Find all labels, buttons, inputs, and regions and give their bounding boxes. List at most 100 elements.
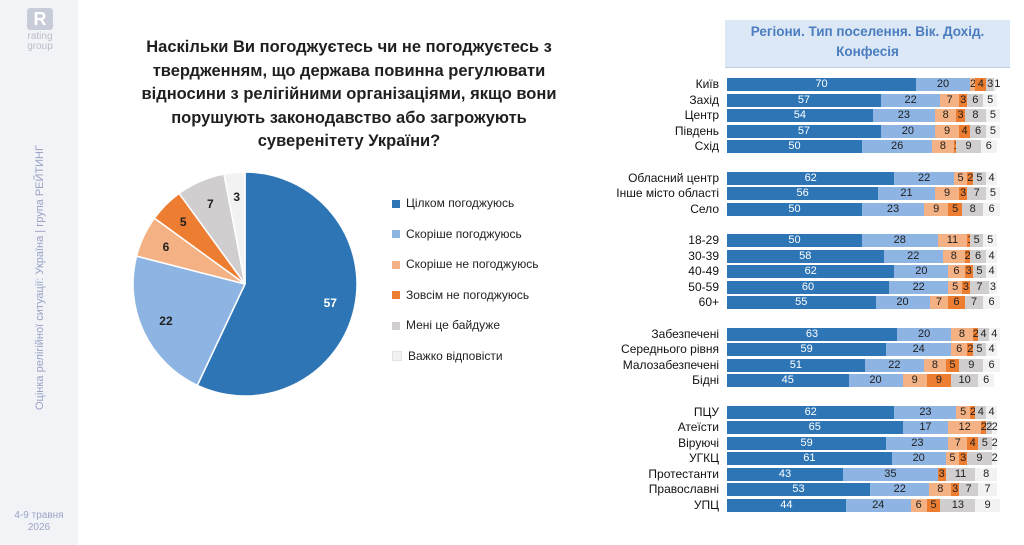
- sidebar: R rating group Оцінка релігійної ситуаці…: [0, 0, 78, 545]
- row-label: Захід: [689, 92, 719, 107]
- row-label: Середнього рівня: [621, 342, 719, 356]
- bar-segment: 56: [727, 187, 879, 200]
- pie-label-3: 5: [180, 215, 187, 229]
- bar-segment: 8: [961, 202, 984, 216]
- bar-segment: 7: [959, 483, 979, 496]
- bar-segment: 8: [964, 109, 987, 122]
- bar-segment: 7: [940, 93, 960, 107]
- bar-segment: 59: [727, 343, 887, 356]
- bar-segment: 2: [969, 405, 977, 419]
- bar-segment: 4: [975, 78, 987, 91]
- row-label: Атеїсти: [677, 420, 719, 434]
- bar-segment: 3: [959, 93, 968, 107]
- bar-segment: 5: [978, 436, 992, 450]
- row-label: Центр: [684, 108, 719, 122]
- bar-segment: 4: [978, 327, 989, 341]
- bar-segment: 4: [986, 249, 997, 263]
- row-label: Південь: [674, 123, 719, 138]
- row-label: Віруючі: [678, 435, 719, 450]
- row-label: Село: [690, 201, 719, 216]
- bar-segment: 12: [948, 421, 981, 434]
- question-title: Наскільки Ви погоджуєтесь чи не погоджує…: [141, 38, 557, 150]
- bar-segment: 5: [956, 405, 970, 419]
- bar-segment: 28: [862, 234, 938, 247]
- stacked-bar: 60 22 5 3 7 3: [727, 280, 997, 294]
- stacked-bar: 59 24 6 2 5 4: [727, 343, 997, 356]
- bar-segment: 22: [864, 358, 925, 372]
- legend-swatch: [392, 199, 400, 208]
- legend-label: Мені це байдуже: [406, 318, 500, 332]
- bar-segment: 7: [964, 296, 984, 309]
- bar-segment: 61: [727, 452, 892, 465]
- legend-label: Скоріше погоджуюсь: [406, 226, 522, 241]
- bar-segment: 23: [862, 202, 925, 216]
- legend-item: Скоріше не погоджуюсь: [392, 257, 538, 271]
- bar-segment: 6: [983, 358, 1000, 372]
- bar-segment: 22: [883, 249, 943, 263]
- bar-segment: 23: [894, 405, 957, 419]
- stacked-bar: 55 20 7 6 7 6: [727, 296, 1000, 309]
- bar-segment: 45: [727, 374, 849, 387]
- stacked-bar: 50 23 9 5 8 6: [727, 202, 1000, 216]
- bar-segment: 35: [843, 467, 938, 481]
- bar-segment: 4: [986, 405, 997, 419]
- survey-caption: Оцінка релігійної ситуації: Україна | гр…: [34, 145, 46, 410]
- bar-segment: 6: [983, 296, 1000, 309]
- bar-segment: 22: [870, 483, 930, 496]
- bar-segment: 20: [897, 327, 952, 341]
- bar-segment: 6: [951, 343, 968, 356]
- logo-mark: R: [27, 8, 53, 30]
- bar-segment: 58: [727, 249, 884, 263]
- bar-segment: 26: [862, 140, 933, 153]
- stacked-bar: 50268196: [727, 140, 997, 153]
- bar-segment: 5: [945, 452, 960, 465]
- bar-segment: 2: [967, 343, 974, 356]
- bar-segment: 62: [727, 171, 895, 185]
- bar-segment: 44: [727, 498, 846, 512]
- pie-label-1: 22: [159, 314, 173, 328]
- row-label: Обласний центр: [628, 170, 719, 185]
- row-label: Православні: [648, 482, 719, 496]
- pie-label-4: 7: [207, 197, 214, 211]
- stacked-bar: 56 21 9 3 7 5: [727, 187, 1000, 200]
- row-label: 40-49: [688, 264, 719, 278]
- bar-segment: 20: [894, 265, 949, 278]
- legend-item: Важко відповісти: [392, 349, 503, 363]
- bar-segment: 5: [986, 124, 1000, 138]
- stacked-bar: 502811155: [727, 234, 997, 247]
- stacked-bar: 57 20 9 4 6 5: [727, 124, 1000, 138]
- bar-segment: 2: [967, 171, 974, 185]
- bar-segment: 9: [975, 498, 1000, 512]
- bar-segment: 57: [727, 93, 881, 107]
- bar-segment: 4: [986, 343, 997, 356]
- row-label: ПЦУ: [693, 404, 719, 419]
- bar-segment: 50: [727, 202, 862, 216]
- bar-segment: 5: [972, 343, 987, 356]
- bar-segment: 3: [961, 280, 970, 294]
- logo-text: rating group: [27, 31, 53, 52]
- bar-segment: 3: [964, 265, 973, 278]
- row-label: Забезпечені: [651, 326, 719, 341]
- row-label: Протестанти: [648, 466, 719, 481]
- legend-swatch: [392, 230, 400, 239]
- legend-swatch: [392, 321, 400, 330]
- bar-segment: 2: [964, 249, 971, 263]
- bar-segment: 5: [972, 171, 987, 185]
- bar-segment: 23: [886, 436, 949, 450]
- bar-segment: 3: [959, 187, 968, 200]
- row-label: Бідні: [692, 373, 719, 387]
- row-label: Малозабезпечені: [622, 357, 719, 372]
- bar-segment: 4: [959, 124, 970, 138]
- legend-swatch: [392, 351, 402, 362]
- pie-label-5: 3: [233, 190, 240, 204]
- bar-segment: 20: [891, 452, 946, 465]
- bar-segment: 55: [727, 296, 876, 309]
- bar-segment: 22: [894, 171, 954, 185]
- bar-segment: 11: [937, 234, 968, 247]
- bar-segment: 57: [727, 124, 881, 138]
- bar-segment: 1: [994, 78, 1001, 91]
- bar-segment: 63: [727, 327, 898, 341]
- stacked-bar: 51 22 8 5 9 6: [727, 358, 1000, 372]
- legend-item: Мені це байдуже: [392, 318, 500, 332]
- bar-segment: 9: [924, 202, 949, 216]
